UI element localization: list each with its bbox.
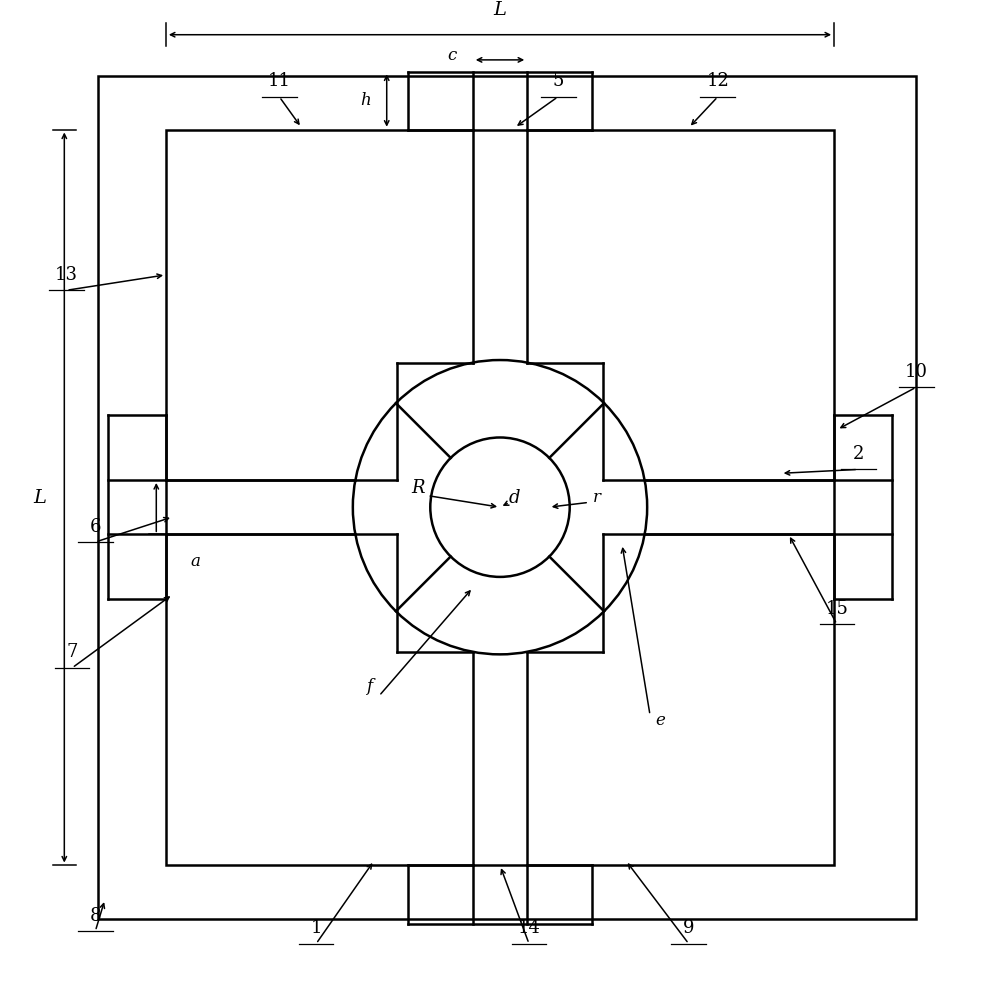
Bar: [166, 130, 834, 865]
Text: h: h: [360, 92, 371, 109]
Text: 1: 1: [310, 919, 322, 938]
Text: R: R: [411, 479, 424, 496]
Text: 11: 11: [268, 72, 291, 90]
Text: 10: 10: [905, 363, 928, 380]
Text: r: r: [593, 489, 601, 506]
Bar: [98, 77, 916, 919]
Text: 13: 13: [55, 265, 78, 284]
Text: 6: 6: [90, 518, 101, 536]
Text: a: a: [190, 552, 200, 570]
Text: d: d: [509, 489, 520, 506]
Text: 7: 7: [66, 644, 78, 662]
Text: 8: 8: [90, 906, 101, 925]
Text: 5: 5: [552, 72, 564, 90]
Text: f: f: [366, 678, 372, 695]
Text: 9: 9: [683, 919, 695, 938]
Text: e: e: [655, 712, 665, 728]
Text: 14: 14: [518, 919, 540, 938]
Text: 15: 15: [825, 600, 848, 618]
Text: L: L: [494, 1, 507, 19]
Text: c: c: [447, 46, 456, 64]
Text: 2: 2: [853, 445, 864, 463]
Text: 12: 12: [706, 72, 729, 90]
Text: L: L: [34, 489, 47, 506]
